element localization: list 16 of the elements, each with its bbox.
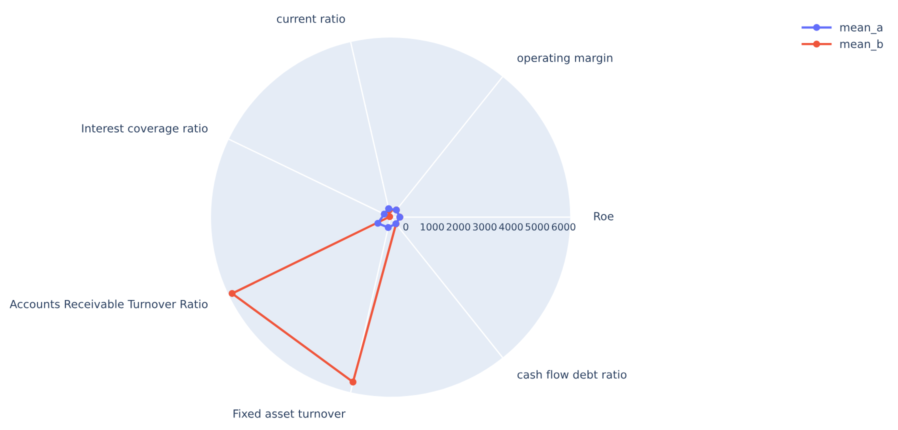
y-tick-label: 3000 [473,223,496,231]
y-tick-label: 5000 [526,223,550,231]
y-tick-label: 4000 [499,223,523,231]
spoke-label: cash flow debt ratio [518,370,626,379]
spoke-label: Accounts Receivable Turnover Ratio [10,300,208,308]
spoke-label: current ratio [276,14,345,23]
y-tick-label: 1000 [420,223,444,231]
spoke-label: operating margin [518,53,612,64]
y-tick-label: 0 [403,223,408,231]
legend-label: mean_b [840,40,883,51]
y-tick-label: 6000 [552,223,576,231]
spoke-label: Interest coverage ratio [82,124,208,135]
legend-label: mean_a [840,25,882,34]
spoke-label: Fixed asset turnover [234,409,346,418]
spoke-label: Roe [594,212,614,220]
y-tick-label: 2000 [446,223,470,231]
